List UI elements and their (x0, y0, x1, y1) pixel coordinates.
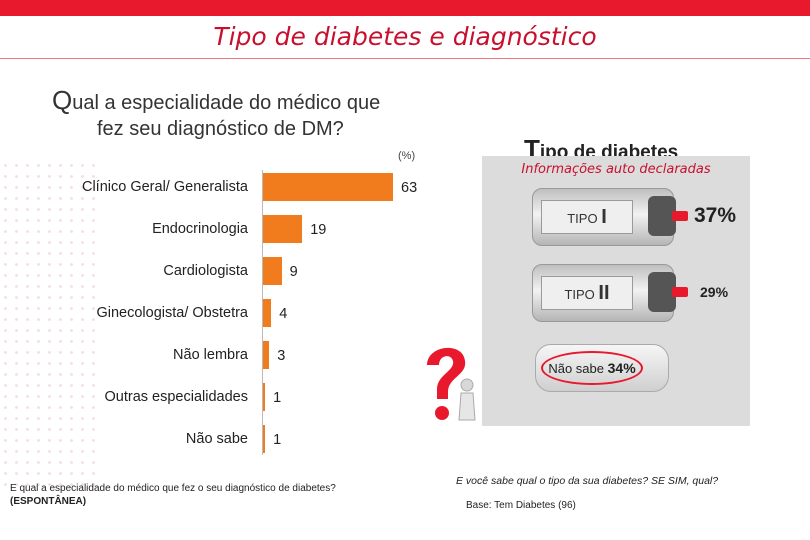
bar-value-label: 3 (277, 348, 286, 364)
bar (263, 299, 272, 327)
type-1-numeral: I (601, 206, 607, 228)
question-line-1-rest: ual a especialidade do médico que (72, 92, 381, 114)
category-label: Não lembra (173, 347, 248, 363)
question-line-1: Qual a especialidade do médico que (52, 85, 380, 116)
bar (263, 173, 393, 201)
bar (263, 257, 282, 285)
type-2-word: TIPO (564, 287, 595, 302)
unit-label: (%) (398, 150, 416, 162)
type-2-numeral: II (598, 282, 610, 304)
bar-value-label: 19 (310, 222, 327, 238)
bar (263, 341, 270, 369)
category-label: Não sabe (185, 431, 248, 447)
bar (263, 383, 266, 411)
category-label: Ginecologista/ Obstetra (96, 305, 248, 321)
type-1-word: TIPO (567, 211, 598, 226)
chart-question-footnote: E qual a especialidade do médico que fez… (10, 482, 336, 508)
category-label: Outras especialidades (104, 389, 248, 405)
question-mark-person-icon (427, 347, 476, 421)
question-line-2: fez seu diagnóstico de DM? (97, 118, 344, 140)
bar-value-label: 1 (273, 390, 282, 406)
bar-value-label: 1 (273, 432, 282, 448)
unknown-type-percent: 34% (607, 360, 636, 376)
type-1-percent: 37% (694, 204, 737, 227)
plug-icon (648, 196, 676, 236)
chart-axis (262, 170, 263, 455)
top-red-bar (0, 0, 810, 16)
footnote-spontaneous: (ESPONTÂNEA) (10, 496, 87, 507)
bar (263, 215, 303, 243)
category-label: Cardiologista (163, 263, 248, 279)
base-note: Base: Tem Diabetes (96) (466, 500, 576, 511)
page-title: Tipo de diabetes e diagnóstico (213, 22, 597, 51)
decorative-dot-pattern (0, 160, 100, 490)
plug-tip-icon (672, 211, 688, 221)
battery-type-2: TIPO II (532, 264, 674, 322)
plug-tip-icon (672, 287, 688, 297)
bar-value-label: 9 (289, 264, 298, 280)
unknown-type-label: Não sabe (548, 361, 604, 376)
diabetes-type-subtitle: Informações auto declaradas (521, 162, 711, 177)
bar-value-label: 63 (401, 180, 418, 196)
type-question-footnote: E você sabe qual o tipo da sua diabetes?… (456, 475, 719, 487)
bar-value-label: 4 (279, 306, 288, 322)
unknown-type-oval: Não sabe 34% (541, 351, 643, 385)
battery-type-1-label: TIPO I (541, 200, 633, 234)
battery-type-2-label: TIPO II (541, 276, 633, 310)
plug-icon (648, 272, 676, 312)
question-first-letter: Q (52, 85, 73, 115)
category-label: Clínico Geral/ Generalista (81, 179, 248, 195)
category-label: Endocrinologia (152, 221, 248, 237)
title-divider (0, 58, 810, 59)
footnote-question: E qual a especialidade do médico que fez… (10, 483, 336, 494)
bar (263, 425, 266, 453)
type-2-percent: 29% (700, 284, 729, 300)
